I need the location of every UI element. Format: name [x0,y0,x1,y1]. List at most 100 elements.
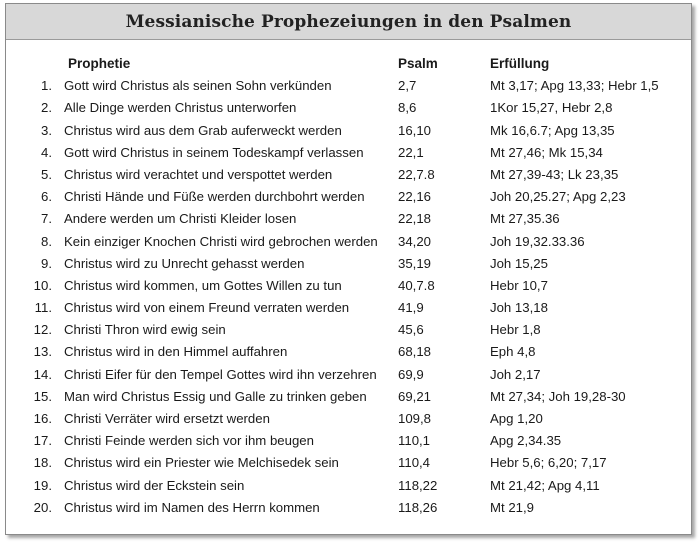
row-prophecy: Kein einziger Knochen Christi wird gebro… [64,233,378,249]
table-row: 20. Christus wird im Namen des Herrn komm… [6,497,691,519]
row-number: 9. [41,255,52,271]
row-number: 2. [41,100,52,116]
row-psalm: 22,18 [398,211,432,227]
row-psalm: 2,7 [398,78,417,94]
row-prophecy: Christus wird von einem Freund verraten … [64,300,350,316]
row-number: 11. [34,300,52,316]
row-psalm: 69,9 [398,366,424,382]
table-row: 14. Christi Eifer für den Tempel Gottes w… [6,364,691,386]
row-psalm: 16,10 [398,122,432,138]
row-psalm: 22,7.8 [398,166,435,182]
row-psalm: 69,21 [398,388,432,404]
table-row: 1. Gott wird Christus als seinen Sohn ver… [6,75,691,97]
row-fulfillment: Apg 1,20 [490,411,543,426]
row-number: 20. [33,499,52,515]
row-prophecy: Christus wird zu Unrecht gehasst werden [64,255,305,271]
column-header-prophecy: Prophetie [68,56,131,71]
row-number: 3. [41,122,52,138]
row-fulfillment: Mt 21,42; Apg 4,11 [490,477,600,493]
table-row: 4. Gott wird Christus in seinem Todeskamp… [6,142,691,164]
row-fulfillment: Joh 15,25 [490,255,548,271]
row-psalm: 110,1 [398,433,431,449]
table-title: Messianische Prophezeiungen in den Psalm… [125,11,572,32]
title-bar: Messianische Prophezeiungen in den Psalm… [6,4,691,40]
row-prophecy: Christus wird in den Himmel auffahren [64,344,288,360]
table-row: 6. Christi Hände und Füße werden durchboh… [6,186,691,208]
row-prophecy: Andere werden um Christi Kleider losen [64,211,297,227]
row-number: 8. [41,233,52,249]
row-fulfillment: Mt 27,34; Joh 19,28-30 [490,388,626,404]
row-number: 16. [33,411,52,426]
row-prophecy: Christi Feinde werden sich vor ihm beuge… [64,433,314,449]
row-number: 10. [33,277,52,293]
row-prophecy: Christus wird im Namen des Herrn kommen [64,499,320,515]
row-psalm: 22,1 [398,144,424,160]
row-number: 17. [33,433,52,449]
row-fulfillment: Eph 4,8 [490,344,536,360]
prophecy-table-panel: Messianische Prophezeiungen in den Psalm… [5,3,692,535]
row-prophecy: Christus wird ein Priester wie Melchised… [64,455,339,471]
row-number: 15. [33,388,52,404]
row-fulfillment: 1Kor 15,27, Hebr 2,8 [490,100,613,116]
row-prophecy: Christi Hände und Füße werden durchbohrt… [64,189,365,205]
table-row: 10. Christus wird kommen, um Gottes Wille… [6,275,691,297]
row-fulfillment: Hebr 1,8 [490,322,541,338]
row-number: 6. [41,189,52,205]
table-row: 3. Christus wird aus dem Grab auferweckt … [6,120,691,142]
row-psalm: 110,4 [398,455,431,471]
row-fulfillment: Joh 19,32.33.36 [490,233,585,249]
row-number: 7. [41,211,52,227]
row-prophecy: Christus wird kommen, um Gottes Willen z… [64,277,342,293]
row-fulfillment: Mt 27,46; Mk 15,34 [490,144,603,160]
row-number: 18. [33,455,52,471]
row-psalm: 118,22 [398,477,438,493]
row-number: 13. [33,344,52,360]
table-row: 7. Andere werden um Christi Kleider losen… [6,208,691,230]
row-number: 5. [41,166,52,182]
row-prophecy: Christi Thron wird ewig sein [64,322,226,338]
table-row: 11. Christus wird von einem Freund verrat… [6,297,691,319]
row-psalm: 35,19 [398,255,432,271]
row-number: 4. [41,144,52,160]
table-row: 5. Christus wird verachtet und verspottet… [6,164,691,186]
row-prophecy: Man wird Christus Essig und Galle zu tri… [64,388,367,404]
row-prophecy: Gott wird Christus in seinem Todeskampf … [64,144,364,160]
table-row: 16. Christi Verräter wird ersetzt werden 1… [6,408,691,430]
row-prophecy: Christus wird der Eckstein sein [64,477,245,493]
table-row: 12. Christi Thron wird ewig sein 45,6 Hebr … [6,319,691,341]
row-psalm: 34,20 [398,233,432,249]
row-psalm: 45,6 [398,322,424,338]
row-fulfillment: Hebr 5,6; 6,20; 7,17 [490,455,607,471]
row-psalm: 22,16 [398,189,432,205]
row-fulfillment: Mk 16,6.7; Apg 13,35 [490,122,615,138]
row-psalm: 8,6 [398,100,417,116]
table-row: 17. Christi Feinde werden sich vor ihm be… [6,430,691,452]
row-psalm: 41,9 [398,300,424,316]
row-fulfillment: Mt 27,35.36 [490,211,560,227]
table-header-row: Prophetie Psalm Erfüllung [6,53,691,75]
table-row: 9. Christus wird zu Unrecht gehasst werde… [6,253,691,275]
column-header-psalm: Psalm [398,56,438,71]
row-fulfillment: Mt 3,17; Apg 13,33; Hebr 1,5 [490,78,659,94]
row-psalm: 109,8 [398,411,432,426]
row-number: 12. [33,322,52,338]
row-number: 14. [33,366,52,382]
row-prophecy: Christi Eifer für den Tempel Gottes wird… [64,366,377,382]
table-row: 19. Christus wird der Eckstein sein 118,22… [6,475,691,497]
row-prophecy: Gott wird Christus als seinen Sohn verkü… [64,78,332,94]
table-row: 8. Kein einziger Knochen Christi wird geb… [6,231,691,253]
row-fulfillment: Mt 21,9 [490,499,534,515]
row-psalm: 40,7.8 [398,277,435,293]
row-prophecy: Christus wird aus dem Grab auferweckt we… [64,122,342,138]
row-number: 19. [33,477,52,493]
row-psalm: 118,26 [398,499,438,515]
row-psalm: 68,18 [398,344,432,360]
row-fulfillment: Joh 13,18 [490,300,548,316]
table-row: 13. Christus wird in den Himmel auffahren… [6,341,691,363]
column-header-fulfillment: Erfüllung [490,56,550,71]
table-row: 18. Christus wird ein Priester wie Melchi… [6,452,691,474]
row-fulfillment: Apg 2,34.35 [490,433,562,449]
row-number: 1. [41,78,52,94]
row-prophecy: Christus wird verachtet und verspottet w… [64,166,333,182]
prophecy-table: Prophetie Psalm Erfüllung 1. Gott wird Ch… [6,53,691,519]
